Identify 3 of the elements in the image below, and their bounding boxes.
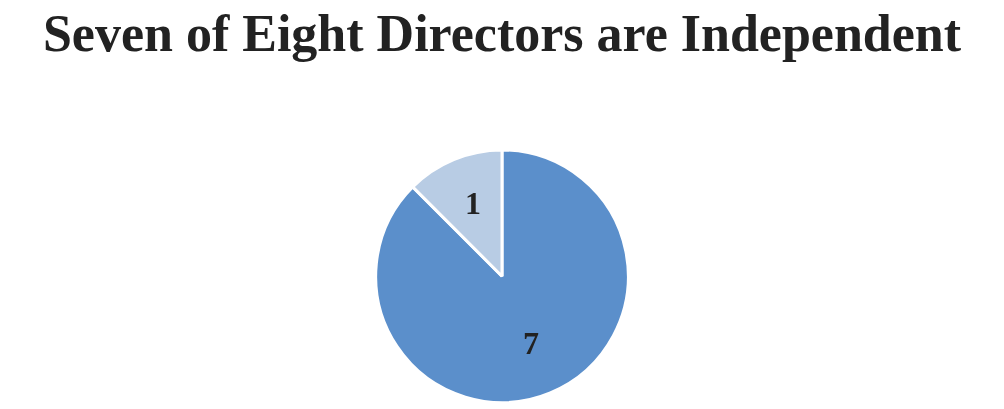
- data-label: 1: [465, 185, 481, 222]
- chart-title: Seven of Eight Directors are Independent: [42, 4, 962, 62]
- data-label: 7: [523, 325, 539, 362]
